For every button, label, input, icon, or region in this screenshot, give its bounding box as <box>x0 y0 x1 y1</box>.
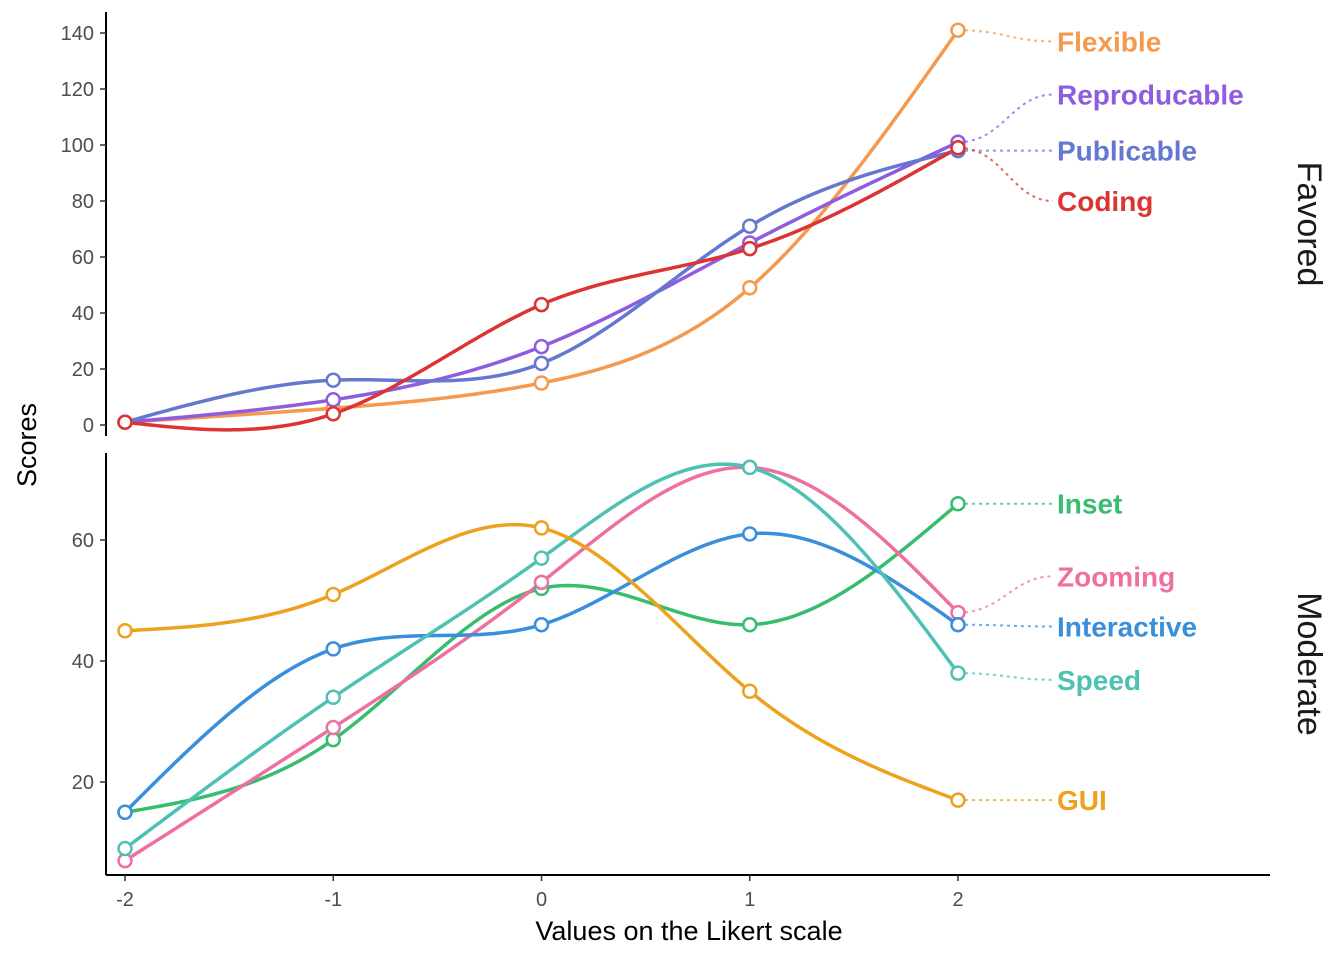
point-inset <box>742 616 758 633</box>
leader-line-coding <box>957 146 1054 202</box>
point-inset <box>950 495 966 512</box>
y-tick-label: 140 <box>61 23 94 45</box>
point-interactive <box>533 616 550 633</box>
x-axis: -2 -1 0 1 2 <box>106 874 1270 911</box>
point-flexible <box>533 375 550 391</box>
point-reproducable <box>325 392 341 408</box>
point-interactive <box>325 641 341 657</box>
panel-moderate: 20 40 60 Moderate Inset Zooming Interactive Spe… <box>72 453 1328 875</box>
series-label-interactive: Interactive <box>1057 612 1197 643</box>
x-tick-label: -1 <box>324 889 342 911</box>
y-tick-label: 20 <box>72 772 94 794</box>
y-tick-label: 40 <box>72 651 94 673</box>
y-tick-label: 0 <box>83 415 94 437</box>
point-reproducable <box>533 338 550 355</box>
point-interactive <box>742 526 758 542</box>
strip-label-moderate: Moderate <box>1290 592 1328 736</box>
y-tick-label: 60 <box>72 247 94 269</box>
leader-line-flexible <box>957 29 1054 43</box>
point-coding <box>950 140 966 156</box>
point-gui <box>117 623 133 639</box>
leader-line-reproducable <box>957 93 1054 144</box>
point-publicable <box>742 218 758 234</box>
series-line-gui <box>123 522 960 802</box>
y-tick-label: 60 <box>72 530 94 552</box>
point-coding <box>117 414 133 430</box>
y-tick-label: 20 <box>72 359 94 381</box>
point-coding <box>325 406 341 422</box>
point-speed <box>950 665 966 681</box>
point-publicable <box>533 355 550 372</box>
point-interactive <box>117 804 133 820</box>
series-label-speed: Speed <box>1057 665 1141 696</box>
strip-label-favored: Favored <box>1290 162 1328 287</box>
label-leaders <box>957 502 1054 802</box>
series-label-reproducable: Reproducable <box>1057 80 1244 111</box>
point-interactive <box>950 616 966 633</box>
x-tick-label: -2 <box>116 889 134 911</box>
point-speed <box>325 689 341 706</box>
y-tick-label: 40 <box>72 303 94 325</box>
y-tick-label: 100 <box>61 135 94 157</box>
point-gui <box>950 792 966 808</box>
point-gui <box>533 520 550 536</box>
point-speed <box>742 459 758 476</box>
point-coding <box>533 296 550 313</box>
point-gui <box>325 586 341 603</box>
series-label-zooming: Zooming <box>1057 561 1175 592</box>
x-tick-label: 1 <box>744 889 755 911</box>
series-label-flexible: Flexible <box>1057 26 1161 57</box>
leader-line-speed <box>957 672 1054 681</box>
x-tick-label: 2 <box>952 889 963 911</box>
point-flexible <box>950 22 966 38</box>
x-tick-label: 0 <box>536 889 547 911</box>
series-label-gui: GUI <box>1057 785 1107 816</box>
y-axis-title: Scores <box>12 403 42 487</box>
point-flexible <box>742 280 758 296</box>
label-leaders <box>957 29 1054 202</box>
panel-favored: 0 20 40 60 80 100 120 140 Favored Flexible Reprodu… <box>61 12 1328 437</box>
series-label-coding: Coding <box>1057 186 1153 217</box>
point-publicable <box>325 372 341 388</box>
point-speed <box>533 550 550 566</box>
y-tick-label: 120 <box>61 79 94 101</box>
series-label-inset: Inset <box>1057 489 1122 520</box>
point-speed <box>117 840 133 857</box>
leader-line-interactive <box>957 623 1054 628</box>
y-tick-label: 80 <box>72 191 94 213</box>
point-gui <box>742 683 758 699</box>
series-label-publicable: Publicable <box>1057 136 1197 167</box>
point-coding <box>742 240 758 257</box>
leader-line-zooming <box>957 575 1054 614</box>
point-zooming <box>325 719 341 736</box>
point-zooming <box>533 574 550 591</box>
x-axis-title: Values on the Likert scale <box>535 916 842 946</box>
